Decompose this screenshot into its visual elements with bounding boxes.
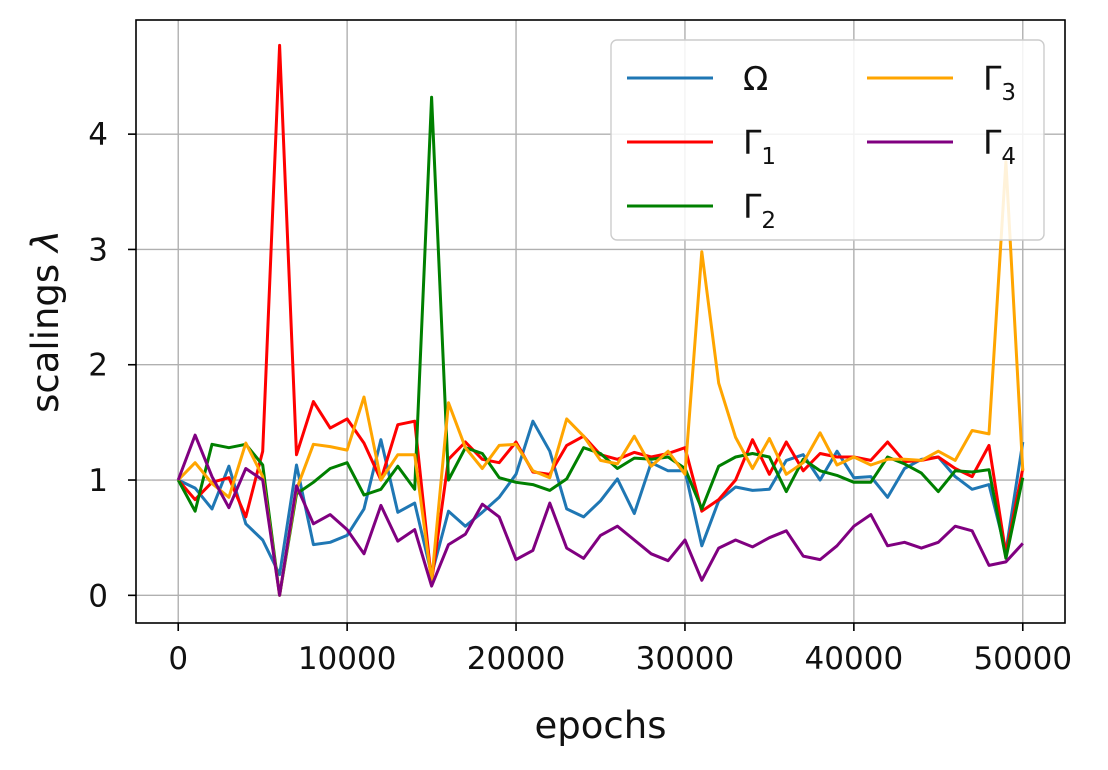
x-tick-label: 30000	[636, 641, 735, 677]
y-axis-label: scalings λ	[24, 230, 67, 413]
legend-label-base: Γ	[743, 187, 762, 226]
legend-label-base: Γ	[983, 59, 1002, 98]
legend-label-base: Γ	[983, 123, 1002, 162]
series-line-Ω	[177, 419, 1025, 577]
x-tick-label: 0	[168, 641, 188, 677]
legend-label-subscript: 4	[1001, 144, 1016, 170]
x-tick-label: 50000	[973, 641, 1072, 677]
legend-label: Γ1	[743, 123, 776, 170]
legend-label: Γ4	[983, 123, 1016, 170]
legend-label-base: Ω	[743, 59, 768, 98]
plot-area-frame	[135, 19, 1066, 624]
legend-box	[610, 39, 1045, 241]
y-axis-label-text: scalings	[24, 264, 67, 413]
y-tick-label: 3	[88, 232, 108, 268]
legend-label: Γ3	[983, 59, 1016, 106]
series-line-Γ4	[176, 433, 1024, 597]
legend-label-subscript: 1	[761, 144, 776, 170]
x-tick-label: 10000	[298, 641, 397, 677]
legend-label-base: Γ	[743, 123, 762, 162]
series-line-Γ3	[177, 160, 1025, 597]
y-tick-label: 4	[88, 117, 108, 153]
y-tick-label: 0	[88, 578, 108, 614]
y-tick-label: 1	[88, 463, 108, 499]
y-tick-label: 2	[88, 348, 108, 384]
legend-label: Ω	[743, 59, 768, 98]
legend-label: Γ2	[743, 187, 776, 234]
x-tick-label: 40000	[805, 641, 904, 677]
legend-label-subscript: 3	[1001, 80, 1016, 106]
x-axis-label: epochs	[535, 704, 667, 747]
x-tick-label: 20000	[467, 641, 566, 677]
y-axis-label-symbol: λ	[24, 230, 67, 254]
y-axis-ticks: 0 1 2 3 4	[88, 117, 136, 614]
y-axis-label-space	[24, 252, 67, 264]
x-axis-ticks: 0 10000 20000 30000 40000 50000	[168, 623, 1072, 677]
series-line-Γ2	[176, 95, 1025, 597]
legend-label-subscript: 2	[761, 208, 776, 234]
series-layer	[176, 43, 1025, 597]
